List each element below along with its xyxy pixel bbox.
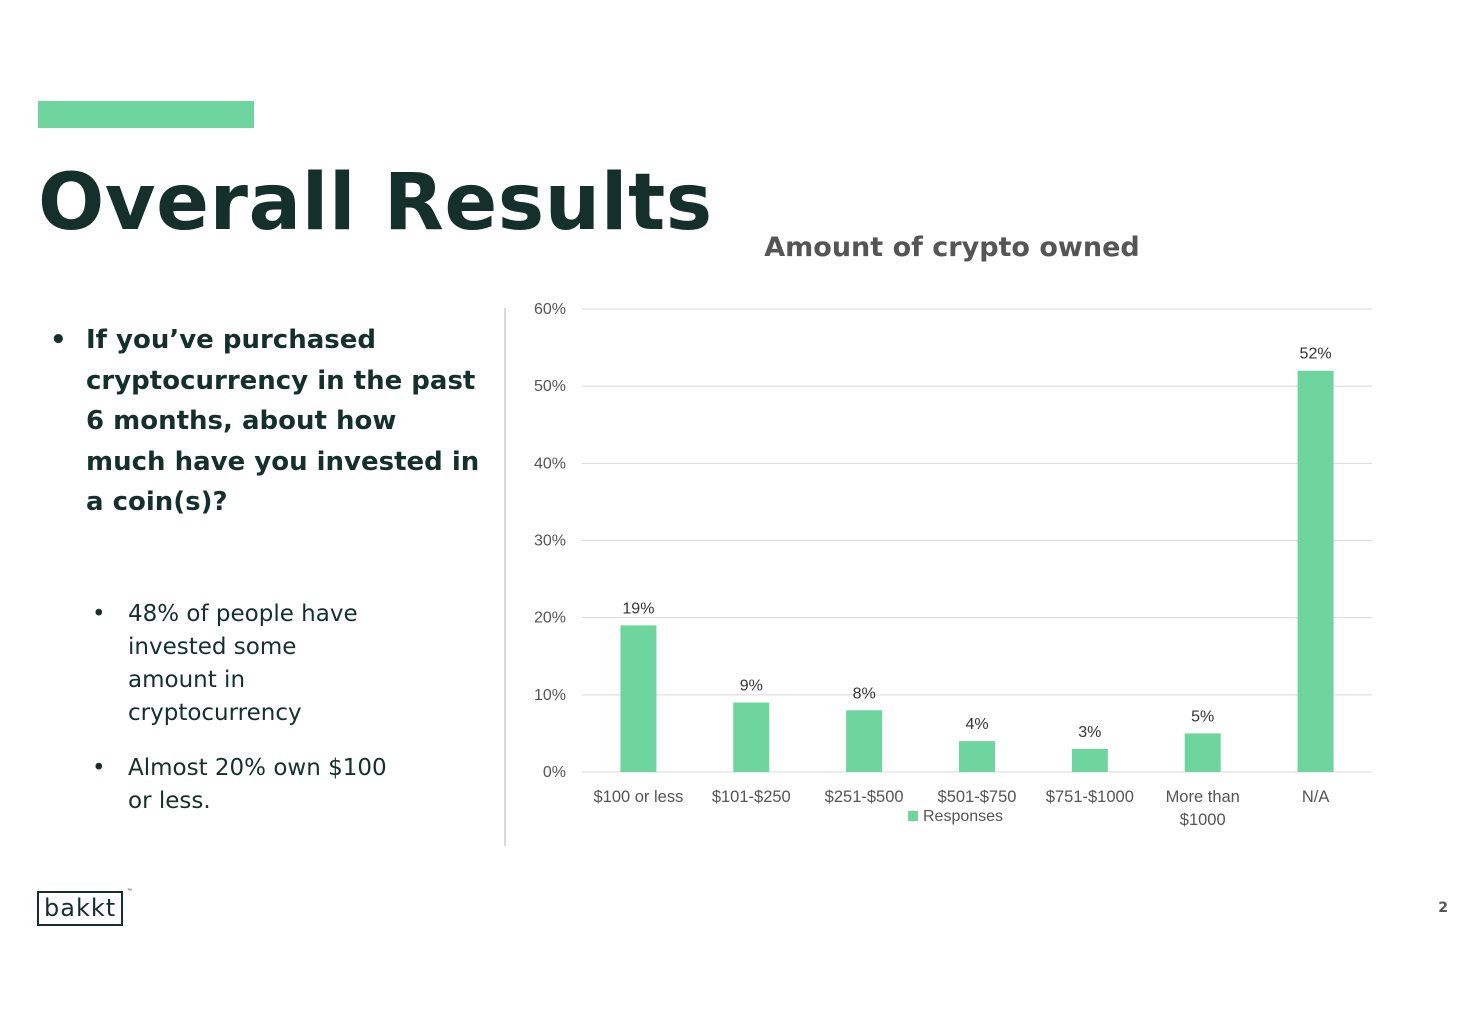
page-number: 2 — [1438, 900, 1448, 916]
bar-value-label: 19% — [622, 600, 654, 617]
x-tick-label: $101-$250 — [712, 788, 791, 806]
bar — [959, 741, 995, 772]
grid-lines — [582, 308, 1372, 773]
bar-value-label: 4% — [965, 716, 988, 733]
finding-item: 48% of people have invested some amount … — [92, 598, 392, 730]
bar-value-label: 52% — [1300, 346, 1332, 363]
bars — [620, 370, 1334, 772]
question-text: If you’ve purchased cryptocurrency in th… — [50, 320, 480, 523]
x-tick-label: $1000 — [1180, 811, 1226, 829]
bar — [1071, 748, 1108, 772]
legend: Responses — [908, 808, 1003, 825]
accent-bar — [38, 101, 254, 128]
findings-list: 48% of people have invested some amount … — [92, 598, 392, 840]
x-tick-label: $100 or less — [593, 788, 683, 806]
x-tick-label: More than — [1166, 788, 1240, 806]
y-tick-label: 40% — [534, 455, 566, 472]
x-tick-label: $501-$750 — [938, 788, 1017, 806]
bar — [846, 710, 883, 772]
bar — [1184, 733, 1221, 772]
y-tick-label: 50% — [534, 378, 566, 395]
bar-value-label: 3% — [1078, 724, 1101, 741]
legend-label: Responses — [923, 808, 1003, 825]
column-divider — [504, 308, 506, 846]
bar — [620, 625, 657, 772]
data-labels: 19% 9% 8% 4% 3% 5% 52% — [622, 346, 1331, 741]
y-tick-label: 0% — [543, 764, 566, 781]
page-title: Overall Results — [38, 158, 713, 248]
y-tick-label: 30% — [534, 533, 566, 550]
y-tick-label: 10% — [534, 687, 566, 704]
bar-chart: 0% 10% 20% 30% 40% 50% 60% 19% 9% 8% 4% 3% 5% 52% $1… — [534, 301, 1372, 829]
bakkt-logo: bakkt — [37, 891, 124, 926]
y-tick-label: 60% — [534, 301, 566, 318]
chart-title: Amount of crypto owned — [764, 232, 1140, 263]
y-axis-ticks: 0% 10% 20% 30% 40% 50% 60% — [534, 301, 566, 781]
y-tick-label: 20% — [534, 610, 566, 627]
bar — [733, 702, 770, 772]
logo-trademark: ™ — [127, 888, 132, 894]
question-list: If you’ve purchased cryptocurrency in th… — [50, 320, 480, 523]
bar-value-label: 8% — [853, 685, 876, 702]
bar-value-label: 5% — [1191, 708, 1214, 725]
legend-swatch — [908, 811, 918, 821]
x-tick-label: N/A — [1302, 788, 1330, 806]
bar — [1297, 370, 1334, 772]
x-tick-label: $751-$1000 — [1046, 788, 1134, 806]
x-axis-ticks: $100 or less $101-$250 $251-$500 $501-$750 $… — [593, 788, 1329, 829]
finding-item: Almost 20% own $100 or less. — [92, 752, 392, 818]
bar-value-label: 9% — [740, 678, 763, 695]
x-tick-label: $251-$500 — [825, 788, 904, 806]
